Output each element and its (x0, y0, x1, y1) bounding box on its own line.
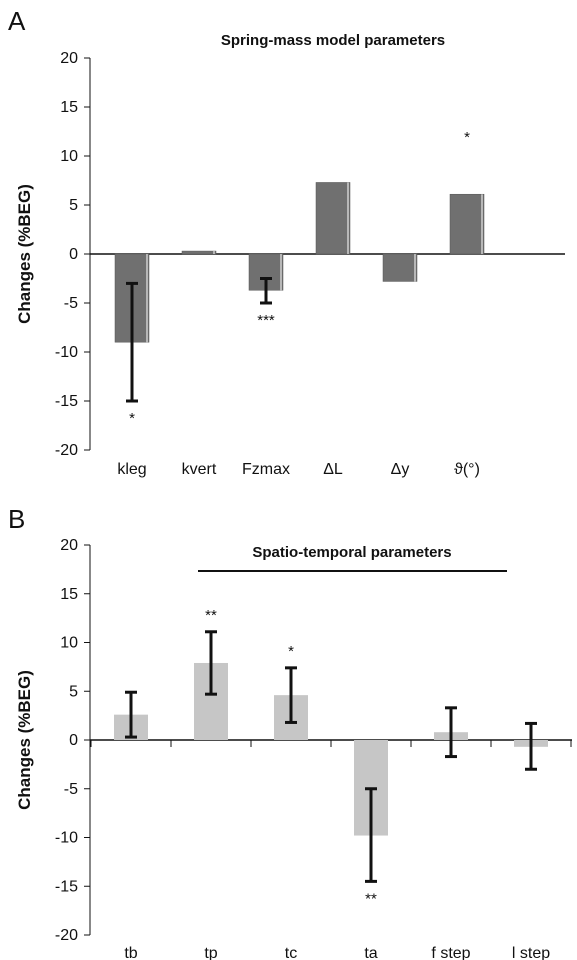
panel-a-bar (449, 193, 485, 255)
panel-a-significance-mark: * (464, 129, 470, 146)
panel-a-bar (382, 253, 418, 282)
panel-b-category-label: ta (364, 945, 377, 960)
panel-b-y-axis-label: Changes (%BEG) (15, 670, 34, 810)
panel-b-significance-mark: ** (205, 607, 217, 624)
panel-b-x-tick-labels: tb tp tc ta f step l step (124, 945, 550, 960)
panel-b-y-tick-label: -10 (55, 830, 78, 847)
panel-a-category-label: kleg (117, 461, 146, 478)
panel-a-y-tick-label: 10 (60, 148, 78, 165)
panel-a-y-tick-label: -10 (55, 344, 78, 361)
panel-b-y-tick-label: 5 (69, 683, 78, 700)
panel-b-letter: B (8, 504, 25, 534)
panel-b-category-label: f step (431, 945, 470, 960)
panel-a-letter: A (8, 6, 26, 36)
panel-b-axes (89, 545, 572, 935)
panel-a-significance: ***** (129, 129, 470, 427)
panel-a-bar (181, 250, 217, 255)
panel-b-category-label: l step (512, 945, 550, 960)
panel-b-title: Spatio-temporal parameters (252, 544, 451, 561)
panel-b-significance-mark: ** (365, 890, 377, 907)
panel-b-category-label: tp (204, 945, 217, 960)
panel-a: A Spring-mass model parameters Changes (… (8, 6, 565, 478)
panel-b-y-tick-label: -15 (55, 878, 78, 895)
panel-a-category-label: Δy (391, 461, 410, 478)
panel-a-y-tick-label: 15 (60, 99, 78, 116)
panel-a-category-label: ΔL (323, 461, 343, 478)
panel-a-y-tick-label: 20 (60, 50, 78, 67)
panel-b: B Spatio-temporal parameters Changes (%B… (8, 504, 572, 960)
panel-b-category-label: tc (285, 945, 297, 960)
panel-b-y-tick-label: 0 (69, 732, 78, 749)
panel-b-y-tick-label: 15 (60, 586, 78, 603)
panel-a-y-tick-label: -20 (55, 442, 78, 459)
panel-b-y-tick-label: 10 (60, 635, 78, 652)
panel-a-category-label: ϑ(°) (454, 461, 480, 478)
panel-a-y-tick-label: 0 (69, 246, 78, 263)
panel-b-category-label: tb (124, 945, 137, 960)
panel-b-significance: ***** (205, 607, 377, 908)
panel-a-y-axis-label: Changes (%BEG) (15, 184, 34, 324)
panel-a-category-label: kvert (182, 461, 217, 478)
panel-a-category-label: Fzmax (242, 461, 290, 478)
panel-a-y-tick-label: -15 (55, 393, 78, 410)
panel-b-bars (114, 662, 548, 836)
panel-a-y-ticks: 20 15 10 5 0 -5 -10 -15 -20 (55, 50, 90, 459)
panel-b-significance-mark: * (288, 643, 294, 660)
panel-b-error-bars (125, 630, 537, 883)
panel-a-error-bars (126, 277, 272, 403)
panel-a-bar (315, 182, 351, 255)
panel-b-y-tick-label: -20 (55, 927, 78, 944)
panel-b-y-tick-label: 20 (60, 537, 78, 554)
panel-b-y-tick-label: -5 (64, 781, 78, 798)
panel-a-significance-mark: *** (257, 312, 275, 329)
panel-a-title: Spring-mass model parameters (221, 32, 445, 49)
panel-a-bars (114, 182, 485, 343)
panel-a-y-tick-label: 5 (69, 197, 78, 214)
panel-b-y-ticks: 20 15 10 5 0 -5 -10 -15 -20 (55, 537, 90, 944)
panel-a-y-tick-label: -5 (64, 295, 78, 312)
panel-a-significance-mark: * (129, 410, 135, 427)
panel-a-x-tick-labels: kleg kvert Fzmax ΔL Δy ϑ(°) (117, 461, 480, 478)
